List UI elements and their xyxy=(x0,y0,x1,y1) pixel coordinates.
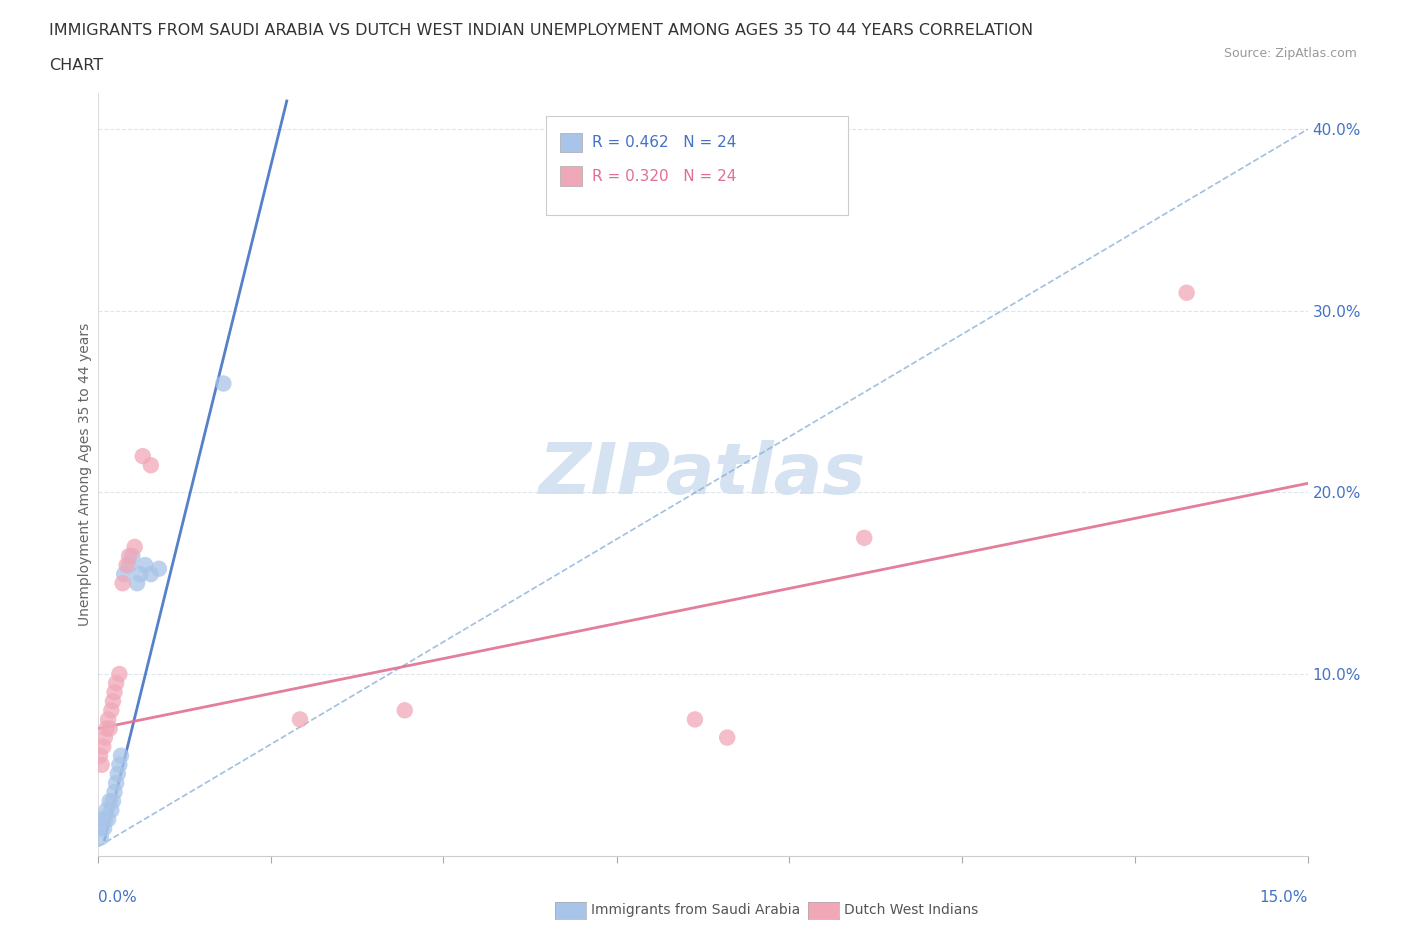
Point xyxy=(139,566,162,581)
Point xyxy=(394,703,416,718)
Text: IMMIGRANTS FROM SAUDI ARABIA VS DUTCH WEST INDIAN UNEMPLOYMENT AMONG AGES 35 TO : IMMIGRANTS FROM SAUDI ARABIA VS DUTCH WE… xyxy=(49,23,1033,38)
Y-axis label: Unemployment Among Ages 35 to 44 years: Unemployment Among Ages 35 to 44 years xyxy=(77,323,91,626)
Point xyxy=(89,749,111,764)
Point xyxy=(107,766,129,781)
Point xyxy=(121,549,143,564)
FancyBboxPatch shape xyxy=(546,116,848,215)
Point xyxy=(118,549,141,564)
Point xyxy=(108,667,131,682)
Text: Dutch West Indians: Dutch West Indians xyxy=(844,902,977,917)
Point xyxy=(124,539,146,554)
Point xyxy=(98,721,121,736)
Point xyxy=(118,558,141,573)
Point xyxy=(212,376,235,391)
Point xyxy=(288,712,311,727)
Point xyxy=(129,566,152,581)
Bar xyxy=(561,133,582,153)
Point xyxy=(139,458,162,472)
Bar xyxy=(561,166,582,186)
Point xyxy=(96,803,118,817)
Point xyxy=(98,793,121,808)
Point xyxy=(89,821,111,836)
Point xyxy=(110,749,132,764)
Text: R = 0.462   N = 24: R = 0.462 N = 24 xyxy=(592,135,737,150)
Point xyxy=(115,558,138,573)
Point xyxy=(103,785,125,800)
Point xyxy=(96,721,118,736)
Point xyxy=(853,530,876,545)
Point xyxy=(90,830,112,844)
Point xyxy=(93,821,115,836)
Point xyxy=(97,712,120,727)
Point xyxy=(1175,286,1198,300)
Point xyxy=(683,712,706,727)
Point xyxy=(112,566,135,581)
Point xyxy=(101,793,124,808)
Point xyxy=(100,803,122,817)
Point xyxy=(91,739,114,754)
Point xyxy=(716,730,738,745)
Text: CHART: CHART xyxy=(49,58,103,73)
Text: ZIPatlas: ZIPatlas xyxy=(540,440,866,509)
Point xyxy=(132,448,155,463)
Text: 0.0%: 0.0% xyxy=(98,890,138,905)
Point xyxy=(148,562,170,577)
Point xyxy=(105,676,128,691)
Text: 15.0%: 15.0% xyxy=(1260,890,1308,905)
Point xyxy=(103,684,125,699)
Point xyxy=(100,703,122,718)
Point xyxy=(101,694,124,709)
Point xyxy=(97,812,120,827)
Point xyxy=(127,576,149,591)
Point xyxy=(105,776,128,790)
Point xyxy=(134,558,156,573)
Point xyxy=(111,576,134,591)
Point xyxy=(94,812,117,827)
Text: Source: ZipAtlas.com: Source: ZipAtlas.com xyxy=(1223,46,1357,60)
Text: R = 0.320   N = 24: R = 0.320 N = 24 xyxy=(592,168,737,183)
Point xyxy=(94,730,117,745)
Point xyxy=(108,757,131,772)
Point xyxy=(90,757,112,772)
Point xyxy=(91,812,114,827)
Text: Immigrants from Saudi Arabia: Immigrants from Saudi Arabia xyxy=(591,902,800,917)
